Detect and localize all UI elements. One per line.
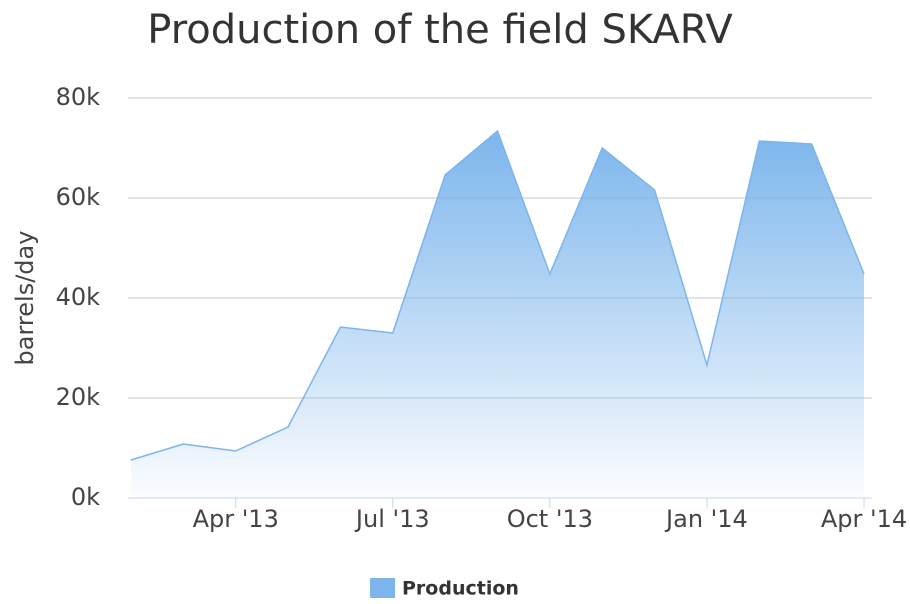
chart-title: Production of the field SKARV bbox=[147, 7, 733, 53]
y-tick-label: 40k bbox=[56, 283, 101, 311]
x-tick-label: Apr '13 bbox=[193, 505, 279, 533]
y-axis-label: barrels/day bbox=[11, 231, 39, 366]
x-tick-label: Apr '14 bbox=[821, 505, 907, 533]
area-fill bbox=[131, 131, 864, 498]
y-tick-label: 0k bbox=[71, 483, 100, 511]
legend-label: Production bbox=[402, 578, 519, 600]
y-tick-label: 80k bbox=[56, 83, 101, 111]
area-line bbox=[130, 129, 865, 461]
x-tick-label: Jan '14 bbox=[664, 505, 748, 533]
y-tick-label: 60k bbox=[56, 183, 101, 211]
x-tick-label: Jul '13 bbox=[354, 505, 430, 533]
x-tick-label: Oct '13 bbox=[507, 505, 593, 533]
legend-swatch bbox=[370, 578, 395, 598]
y-tick-label: 20k bbox=[56, 383, 101, 411]
